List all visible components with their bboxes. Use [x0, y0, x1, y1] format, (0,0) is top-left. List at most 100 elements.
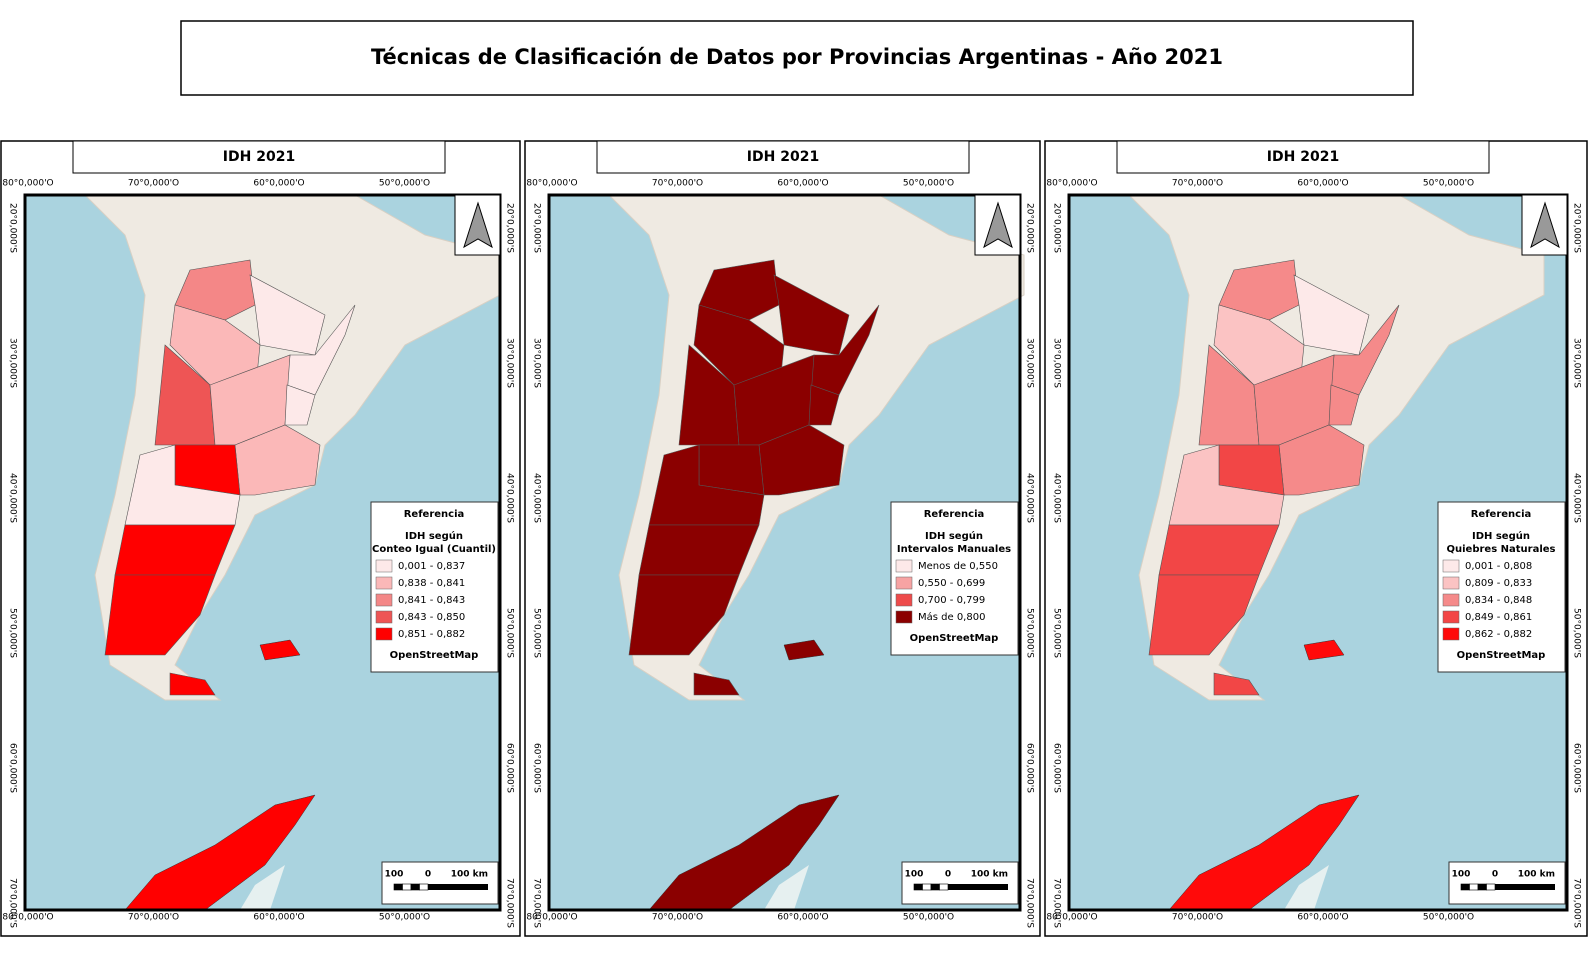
- scale-segment: [1486, 883, 1496, 891]
- legend-swatch: [1442, 627, 1460, 641]
- islands: [1303, 639, 1345, 661]
- longitude-label-top: 50°0,000'O: [903, 179, 954, 189]
- longitude-label-bottom: 80°0,000'O: [1046, 913, 1097, 923]
- legend-label: 0,550 - 0,699: [918, 578, 985, 589]
- legend-swatch: [1442, 576, 1460, 590]
- map-border: [547, 193, 1022, 912]
- legend-box: [1437, 501, 1566, 673]
- scale-segment: [1460, 883, 1470, 891]
- scale-label: 100 km: [451, 870, 488, 880]
- province: [169, 672, 216, 696]
- latitude-label-right: 40°0,000'S: [1572, 473, 1582, 523]
- longitude-label-top: 70°0,000'O: [128, 179, 179, 189]
- north-arrow: [463, 201, 493, 249]
- legend-label: 0,001 - 0,837: [398, 561, 465, 572]
- latitude-label-right: 60°0,000'S: [1572, 743, 1582, 793]
- legend-swatch: [375, 593, 393, 607]
- scale-segment: [922, 883, 932, 891]
- legend-label: 0,862 - 0,882: [1465, 629, 1532, 640]
- province: [174, 259, 256, 321]
- latitude-label-left: 20°0,000'S: [532, 203, 542, 253]
- latitude-label-right: 60°0,000'S: [505, 743, 515, 793]
- north-arrow: [983, 201, 1013, 249]
- province: [284, 384, 316, 426]
- latitude-label-right: 20°0,000'S: [505, 203, 515, 253]
- scale-label: 100: [1452, 870, 1471, 880]
- province: [1328, 384, 1360, 426]
- scale-label: 0: [945, 870, 951, 880]
- legend-label: 0,851 - 0,882: [398, 629, 465, 640]
- legend-subtitle: IDH según: [405, 530, 463, 542]
- legend-subtitle: Intervalos Manuales: [897, 544, 1011, 555]
- scale-segment: [930, 883, 940, 891]
- scale-segment: [419, 883, 429, 891]
- legend-subtitle: IDH según: [925, 530, 983, 542]
- scale-label: 100 km: [1518, 870, 1555, 880]
- latitude-label-right: 20°0,000'S: [1572, 203, 1582, 253]
- antarctica: [1168, 794, 1360, 911]
- legend-label: 0,838 - 0,841: [398, 578, 465, 589]
- longitude-label-top: 70°0,000'O: [652, 179, 703, 189]
- legend-swatch: [895, 559, 913, 573]
- scale-label: 0: [1492, 870, 1498, 880]
- scale-label: 100: [905, 870, 924, 880]
- province: [1213, 672, 1260, 696]
- scale-segment: [428, 884, 488, 890]
- legend-swatch: [895, 610, 913, 624]
- latitude-label-left: 60°0,000'S: [1052, 743, 1062, 793]
- latitude-label-left: 20°0,000'S: [8, 203, 18, 253]
- latitude-label-right: 40°0,000'S: [1025, 473, 1035, 523]
- scale-segment: [393, 883, 403, 891]
- latitude-label-right: 70°0,000'S: [1025, 878, 1035, 928]
- panel-header-box: [72, 140, 446, 174]
- scale-segment: [1477, 883, 1487, 891]
- latitude-label-right: 50°0,000'S: [1572, 608, 1582, 658]
- antarctica-ice: [240, 865, 285, 910]
- scale-segment: [402, 883, 412, 891]
- latitude-label-left: 30°0,000'S: [1052, 338, 1062, 388]
- legend-source: OpenStreetMap: [1457, 650, 1546, 661]
- legend-swatch: [895, 576, 913, 590]
- latitude-label-left: 40°0,000'S: [8, 473, 18, 523]
- latitude-label-right: 30°0,000'S: [1572, 338, 1582, 388]
- latitude-label-left: 70°0,000'S: [1052, 878, 1062, 928]
- longitude-label-bottom: 70°0,000'O: [128, 913, 179, 923]
- longitude-label-top: 70°0,000'O: [1172, 179, 1223, 189]
- legend-title: Referencia: [924, 509, 985, 520]
- scale-label: 100 km: [971, 870, 1008, 880]
- province: [638, 524, 760, 576]
- map-border: [1067, 193, 1569, 912]
- latitude-label-right: 40°0,000'S: [505, 473, 515, 523]
- latitude-label-right: 20°0,000'S: [1025, 203, 1035, 253]
- longitude-label-bottom: 80°0,000'O: [2, 913, 53, 923]
- province: [1158, 524, 1280, 576]
- longitude-label-top: 80°0,000'O: [1046, 179, 1097, 189]
- province: [773, 274, 850, 356]
- panel-header: IDH 2021: [747, 149, 819, 165]
- legend-swatch: [1442, 610, 1460, 624]
- latitude-label-right: 70°0,000'S: [505, 878, 515, 928]
- legend-label: 0,841 - 0,843: [398, 595, 465, 606]
- legend-subtitle: IDH según: [1472, 530, 1530, 542]
- scale-segment: [1495, 884, 1555, 890]
- longitude-label-bottom: 80°0,000'O: [526, 913, 577, 923]
- province: [693, 672, 740, 696]
- panel-header: IDH 2021: [1267, 149, 1339, 165]
- latitude-label-left: 50°0,000'S: [8, 608, 18, 658]
- legend-swatch: [895, 593, 913, 607]
- longitude-label-bottom: 70°0,000'O: [1172, 913, 1223, 923]
- north-arrow: [1530, 201, 1560, 249]
- scale-box: [381, 861, 499, 905]
- province: [628, 574, 740, 656]
- latitude-label-left: 30°0,000'S: [532, 338, 542, 388]
- longitude-label-top: 80°0,000'O: [2, 179, 53, 189]
- title-box: [180, 20, 1414, 96]
- province: [104, 574, 216, 656]
- scale-label: 0: [425, 870, 431, 880]
- antarctica-ice: [764, 865, 809, 910]
- scale-segment: [939, 883, 949, 891]
- longitude-label-top: 60°0,000'O: [1297, 179, 1348, 189]
- map: [23, 193, 502, 912]
- antarctica: [124, 794, 316, 911]
